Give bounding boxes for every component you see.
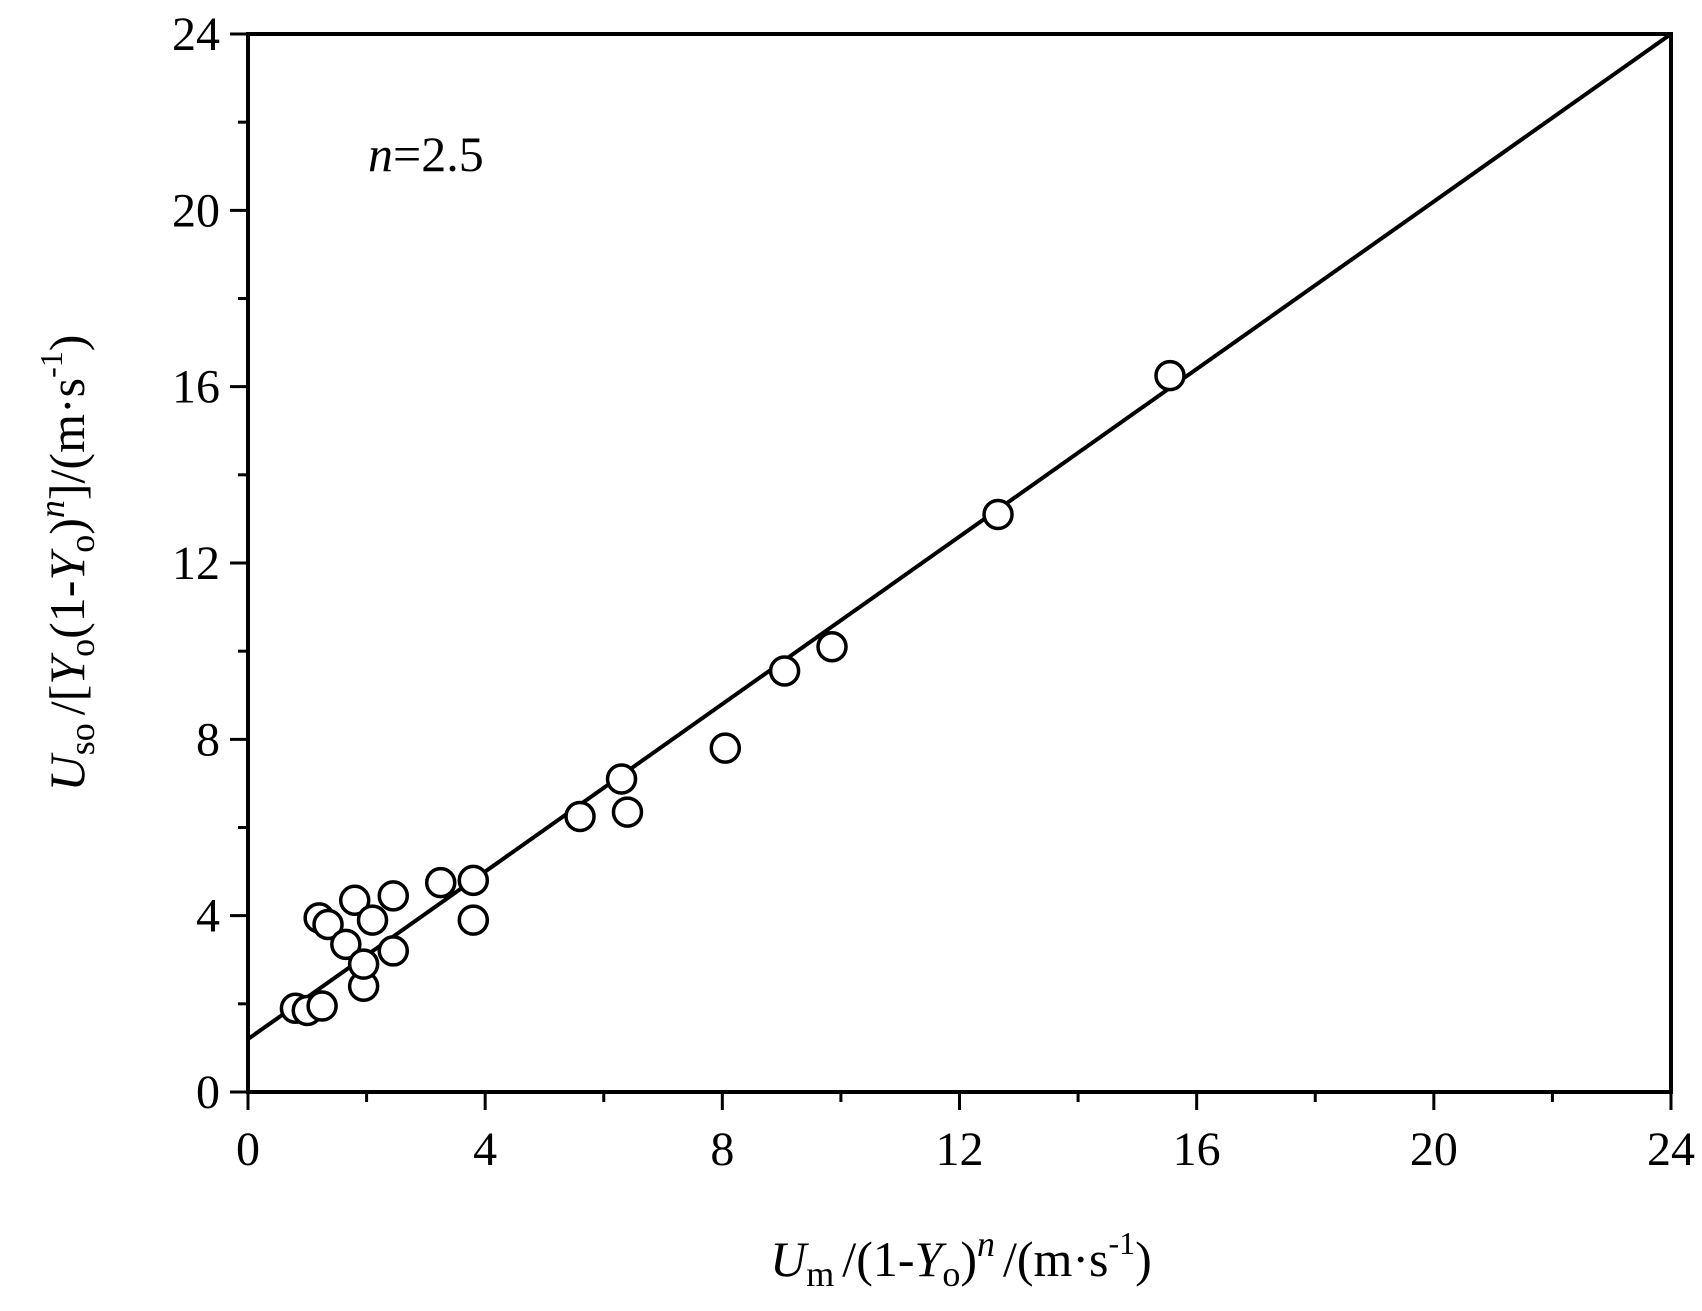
data-point <box>982 498 1014 531</box>
x-title-sub2: o <box>942 1254 960 1294</box>
data-point <box>457 904 490 936</box>
data-point <box>816 631 848 663</box>
x-axis-title: Um/(1-Yo)n/(m·s-1) <box>770 1224 1152 1294</box>
plot-frame <box>246 32 1673 1094</box>
ticks-layer: 0 4 8 12 16 20 24 0 4 8 12 16 20 24 <box>172 8 1695 1176</box>
y-tick-label: 0 <box>196 1066 220 1119</box>
y-title-sub2: o <box>62 639 102 657</box>
data-point <box>356 904 389 936</box>
data-point <box>457 864 490 897</box>
y-title-var: U <box>39 752 95 791</box>
y-tick-label: 16 <box>172 361 220 414</box>
data-point <box>377 935 410 967</box>
annotation-var: n <box>368 126 393 182</box>
y-tick-label: 24 <box>172 8 220 61</box>
data-point <box>306 990 338 1022</box>
y-title-sup: n <box>32 500 72 518</box>
data-point <box>709 732 742 764</box>
y-title-var3: Y <box>39 548 95 581</box>
y-title-mid2: (1- <box>39 581 95 639</box>
points-layer <box>279 359 1186 1027</box>
x-title-var: U <box>770 1231 809 1287</box>
annotation-value: =2.5 <box>393 126 484 182</box>
x-tick-label: 24 <box>1647 1123 1695 1176</box>
data-point <box>424 866 457 899</box>
y-title-var2: Y <box>39 652 95 685</box>
y-title-unit-pre: ]/(m·s <box>39 378 95 500</box>
data-point <box>1154 359 1186 392</box>
y-tick-label: 20 <box>172 184 220 237</box>
data-point <box>768 655 801 687</box>
data-point <box>312 908 344 941</box>
x-tick-label: 0 <box>236 1123 260 1176</box>
x-tick-label: 20 <box>1410 1123 1458 1176</box>
data-point <box>330 928 362 961</box>
data-point <box>605 763 638 795</box>
y-tick-label: 4 <box>196 890 220 943</box>
x-title-unit-pre: /(m·s <box>1003 1231 1109 1287</box>
annotation-label: n=2.5 <box>368 126 484 182</box>
data-point <box>564 800 596 833</box>
x-title-sup: n <box>977 1224 995 1264</box>
x-title-close: ) <box>960 1231 977 1287</box>
x-title-unit-post: ) <box>1135 1231 1152 1287</box>
x-tick-label: 16 <box>1173 1123 1221 1176</box>
data-point <box>611 796 644 828</box>
data-point <box>377 880 410 912</box>
y-title-unit-post: ) <box>39 335 95 352</box>
data-point <box>338 884 371 916</box>
x-title-mid: /(1- <box>842 1231 914 1287</box>
y-tick-label: 8 <box>196 713 220 766</box>
x-tick-label: 12 <box>936 1123 984 1176</box>
y-title-unit-sup: -1 <box>33 351 69 378</box>
x-title-unit-sup: -1 <box>1109 1225 1136 1261</box>
y-title-sub: so <box>62 723 102 755</box>
x-tick-label: 4 <box>473 1123 497 1176</box>
x-title-sub: m <box>806 1254 834 1294</box>
x-title-var2: Y <box>915 1231 948 1287</box>
data-point <box>347 948 380 980</box>
x-tick-label: 8 <box>710 1123 734 1176</box>
y-title-mid: /[ <box>39 685 95 716</box>
y-axis-title: Uso/[Yo(1-Yo)n]/(m·s-1) <box>32 335 102 792</box>
y-title-close: ) <box>39 518 95 535</box>
y-title-sub3: o <box>62 535 102 553</box>
y-tick-label: 12 <box>172 537 220 590</box>
